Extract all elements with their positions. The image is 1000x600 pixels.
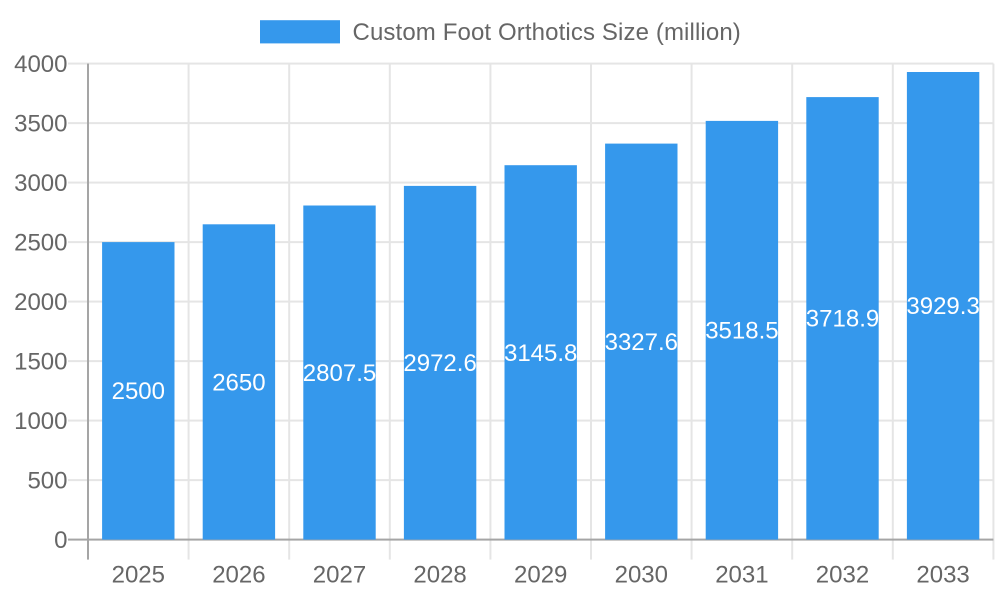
svg-text:2030: 2030 (615, 562, 668, 589)
svg-text:2025: 2025 (112, 562, 165, 589)
svg-text:1000: 1000 (14, 408, 67, 435)
svg-text:2033: 2033 (916, 562, 969, 589)
svg-text:2500: 2500 (112, 378, 165, 405)
svg-text:2000: 2000 (14, 289, 67, 316)
svg-text:2032: 2032 (816, 562, 869, 589)
svg-text:1500: 1500 (14, 349, 67, 376)
svg-text:3518.5: 3518.5 (705, 318, 778, 345)
svg-text:2029: 2029 (514, 562, 567, 589)
svg-text:2026: 2026 (212, 562, 265, 589)
svg-text:3718.9: 3718.9 (806, 306, 879, 333)
svg-text:3929.3: 3929.3 (906, 293, 979, 320)
svg-text:2028: 2028 (413, 562, 466, 589)
svg-text:2500: 2500 (14, 230, 67, 257)
svg-text:3000: 3000 (14, 170, 67, 197)
svg-text:3145.8: 3145.8 (504, 340, 577, 367)
svg-text:3327.6: 3327.6 (605, 329, 678, 356)
svg-text:2807.5: 2807.5 (303, 360, 376, 387)
svg-text:2027: 2027 (313, 562, 366, 589)
svg-text:Custom Foot Orthotics Size (mi: Custom Foot Orthotics Size (million) (353, 19, 741, 46)
svg-text:2031: 2031 (715, 562, 768, 589)
svg-text:4000: 4000 (14, 51, 67, 78)
svg-text:2972.6: 2972.6 (403, 350, 476, 377)
svg-text:0: 0 (54, 527, 67, 554)
svg-text:2650: 2650 (212, 369, 265, 396)
svg-text:3500: 3500 (14, 111, 67, 138)
svg-text:500: 500 (27, 468, 67, 495)
